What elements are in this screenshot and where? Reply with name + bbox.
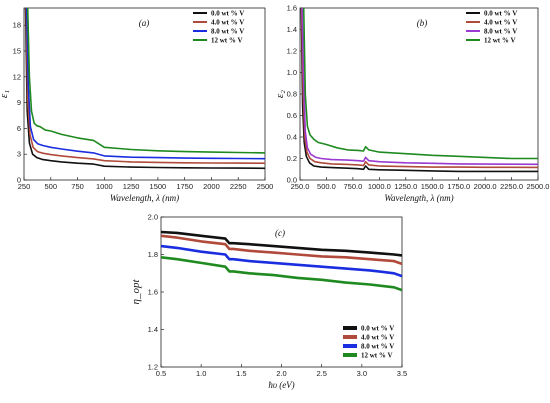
y-tick-label: 0.6	[287, 111, 297, 120]
y-tick-label: 6	[17, 124, 21, 133]
series-line-2	[161, 244, 402, 278]
x-tick-label: 250.0	[291, 182, 310, 191]
x-tick-label: 1.5	[236, 369, 246, 378]
legend-label: 4.0 wt % V	[211, 19, 244, 27]
y-tick-label: 15	[13, 47, 21, 56]
x-tick-label: 1500.0	[421, 182, 444, 191]
x-tick-label: 1000.0	[368, 182, 391, 191]
legend-label: 4.0 wt % V	[484, 19, 517, 27]
series-line-0	[300, 8, 538, 173]
x-tick-label: 1500	[150, 182, 167, 191]
series-line-1	[300, 8, 538, 169]
panel-label: (a)	[139, 18, 150, 28]
x-tick-label: 500.0	[317, 182, 336, 191]
y-tick-label: 9	[17, 98, 21, 107]
legend-label: 0.0 wt % V	[211, 10, 244, 18]
y-tick-label: 1.4	[148, 325, 158, 334]
x-axis-label: ħυ (eV)	[268, 380, 294, 390]
series-line-0	[161, 230, 402, 257]
y-tick-label: 1.2	[287, 47, 297, 56]
y-axis-label: ε₁	[0, 90, 10, 98]
y-tick-label: 0.8	[287, 90, 297, 99]
x-axis-label: Wavelength, λ (nm)	[110, 193, 179, 203]
legend-label: 0.0 wt % V	[484, 10, 517, 18]
x-tick-label: 1250.0	[394, 182, 417, 191]
series-line-2	[301, 8, 538, 166]
x-tick-label: 1000	[96, 182, 113, 191]
y-tick-label: 1.8	[148, 250, 158, 259]
legend-label: 12 wt % V	[211, 37, 243, 45]
series-line-3	[26, 8, 265, 154]
legend-label: 0.0 wt % V	[361, 325, 394, 333]
y-tick-label: 1.6	[287, 4, 297, 13]
y-tick-label: 0.2	[287, 154, 297, 163]
x-tick-label: 2.0	[276, 369, 286, 378]
panel-a-chart: 250 500 750 1000 1250 1500 1750 2000 2250 2500 0 3 6…	[0, 7, 274, 203]
x-tick-label: 250	[18, 182, 31, 191]
x-tick-label: 2500.0	[527, 182, 550, 191]
x-tick-label: 750.0	[343, 182, 362, 191]
legend-label: 12 wt % V	[361, 352, 393, 360]
x-tick-label: 1250	[123, 182, 140, 191]
x-tick-label: 3.0	[357, 369, 367, 378]
x-tick-label: 1.0	[196, 369, 206, 378]
x-tick-label: 2250	[230, 182, 247, 191]
series-line-2	[25, 8, 265, 160]
x-tick-label: 0.5	[156, 369, 166, 378]
y-tick-label: 1.2	[148, 363, 158, 372]
legend-label: 12 wt % V	[484, 37, 516, 45]
y-tick-label: 12	[13, 72, 21, 81]
series-line-3	[161, 256, 402, 292]
legend-label: 4.0 wt % V	[361, 334, 394, 342]
y-tick-label: 0	[17, 176, 21, 185]
y-tick-label: 1.6	[148, 288, 158, 297]
y-tick-label: 1.4	[287, 25, 297, 34]
x-tick-label: 2.5	[316, 369, 326, 378]
y-tick-label: 3	[17, 150, 21, 159]
series-line-3	[302, 8, 538, 160]
y-tick-label: 0.4	[287, 133, 297, 142]
panel-label: (c)	[275, 228, 285, 238]
legend-label: 8.0 wt % V	[484, 28, 517, 36]
legend-label: 8.0 wt % V	[361, 343, 394, 351]
x-tick-label: 1750.0	[447, 182, 470, 191]
panel-c-chart: 0.5 1.0 1.5 2.0 2.5 3.0 3.5 1.2 1.4 1.6 1.8 2.0 ħυ (…	[130, 213, 407, 391]
series-line-0	[24, 8, 265, 170]
x-tick-label: 2000.0	[474, 182, 497, 191]
y-axis-label: η_opt	[130, 279, 142, 305]
x-tick-label: 1750	[176, 182, 193, 191]
x-tick-label: 2500	[257, 182, 274, 191]
y-axis-label: ε₂	[274, 90, 286, 98]
x-tick-label: 2000	[203, 182, 220, 191]
series-line-1	[25, 8, 265, 164]
y-tick-label: 1.0	[287, 68, 297, 77]
x-tick-label: 750	[71, 182, 84, 191]
x-tick-label: 500	[45, 182, 58, 191]
x-axis-label: Wavelength, λ (nm)	[384, 193, 453, 203]
panel-b-chart: 250.0 500.0 750.0 1000.0 1250.0 1500.0 1750.0 2…	[274, 4, 549, 204]
y-tick-label: 2.0	[148, 213, 158, 222]
y-tick-label: 18	[13, 21, 21, 30]
plot-frame	[23, 7, 266, 181]
x-tick-label: 2250.0	[500, 182, 523, 191]
x-tick-label: 3.5	[397, 369, 407, 378]
panel-label: (b)	[417, 18, 428, 28]
series-line-1	[161, 234, 402, 266]
y-tick-label: 0.0	[287, 176, 297, 185]
legend-label: 8.0 wt % V	[211, 28, 244, 36]
